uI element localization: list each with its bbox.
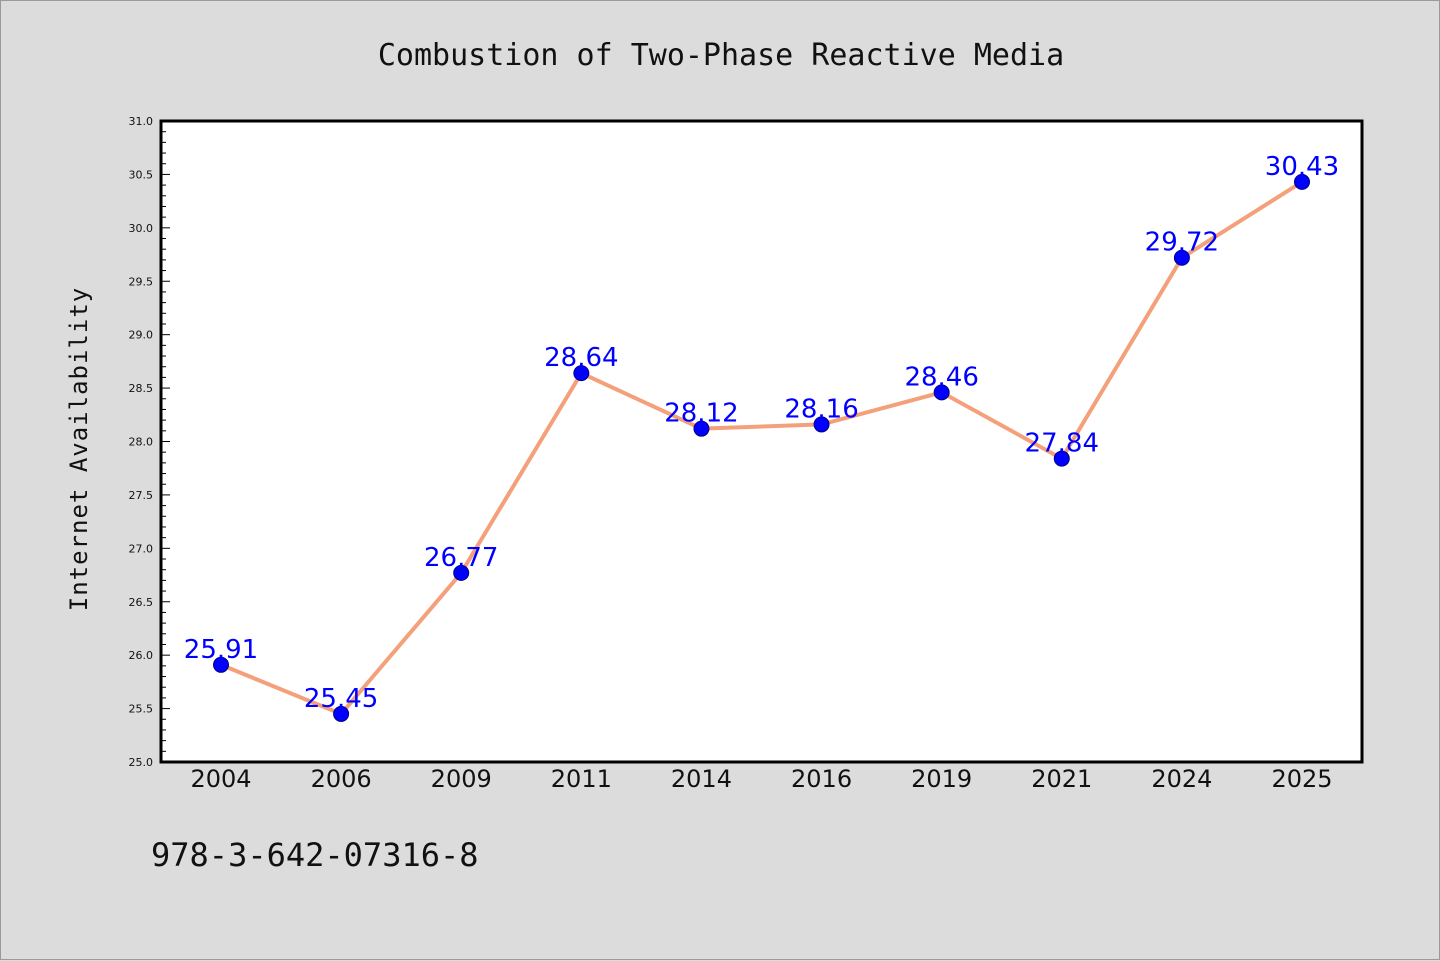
y-tick-label: 28.5 xyxy=(129,382,154,395)
y-tick-label: 26.5 xyxy=(129,596,154,609)
x-tick-label: 2021 xyxy=(1031,765,1092,793)
y-tick-label: 31.0 xyxy=(129,115,154,128)
data-label: 30.43 xyxy=(1265,152,1339,182)
y-tick-label: 30.5 xyxy=(129,168,154,181)
x-tick-label: 2004 xyxy=(190,765,251,793)
data-label: 27.84 xyxy=(1025,429,1099,459)
x-tick-label: 2011 xyxy=(551,765,612,793)
data-point-marker xyxy=(1294,173,1310,190)
data-label: 28.64 xyxy=(544,343,618,373)
data-point-marker xyxy=(213,656,229,673)
y-tick-label: 29.5 xyxy=(129,275,154,288)
data-point-marker xyxy=(813,416,830,433)
y-tick-label: 27.0 xyxy=(129,542,154,555)
y-axis-label: Internet Availability xyxy=(65,287,93,611)
y-axis: 25.0 25.5 26.0 26.5 27.0 27.5 28.0 28.5 29.0 29.5… xyxy=(129,115,170,769)
isbn-annotation: 978-3-642-07316-8 xyxy=(151,836,479,874)
y-tick-label: 25.5 xyxy=(129,703,154,716)
data-point-marker xyxy=(693,420,710,437)
marker-layer xyxy=(213,173,1310,722)
chart-title: Combustion of Two-Phase Reactive Media xyxy=(378,38,1064,73)
series-line xyxy=(219,179,1304,716)
data-label: 29.72 xyxy=(1145,228,1219,258)
data-point-marker xyxy=(333,705,350,722)
y-tick-label: 26.0 xyxy=(129,649,154,662)
x-tick-label: 2016 xyxy=(791,765,852,793)
plot-area xyxy=(159,119,1364,764)
data-label-layer: 25.91 25.45 26.77 28.64 28.12 28.16 28.46 27.84… xyxy=(184,152,1339,714)
data-point-marker xyxy=(1053,450,1070,467)
x-tick-label: 2009 xyxy=(431,765,492,793)
data-label: 25.91 xyxy=(184,635,258,665)
data-point-marker xyxy=(933,384,950,401)
x-tick-label: 2024 xyxy=(1151,765,1212,793)
y-tick-label: 30.0 xyxy=(129,222,154,235)
data-label: 26.77 xyxy=(424,543,498,573)
y-tick-label: 25.0 xyxy=(129,756,154,769)
data-label: 28.46 xyxy=(904,362,978,392)
data-label: 25.45 xyxy=(304,684,378,714)
data-label: 28.16 xyxy=(784,394,858,424)
data-point-marker xyxy=(1173,249,1190,266)
data-label: 28.12 xyxy=(664,399,738,429)
data-point-marker xyxy=(453,564,470,581)
y-tick-label: 29.0 xyxy=(129,329,154,342)
x-tick-label: 2006 xyxy=(311,765,372,793)
x-tick-label: 2025 xyxy=(1271,765,1332,793)
data-point-marker xyxy=(573,365,590,382)
y-tick-label: 28.0 xyxy=(129,436,154,449)
x-tick-label: 2019 xyxy=(911,765,972,793)
series-layer xyxy=(219,179,1304,716)
y-tick-label: 27.5 xyxy=(129,489,154,502)
x-tick-label: 2014 xyxy=(671,765,732,793)
x-axis: 2004 2006 2009 2011 2014 2016 2019 2021 2024 2025 xyxy=(190,765,1332,793)
